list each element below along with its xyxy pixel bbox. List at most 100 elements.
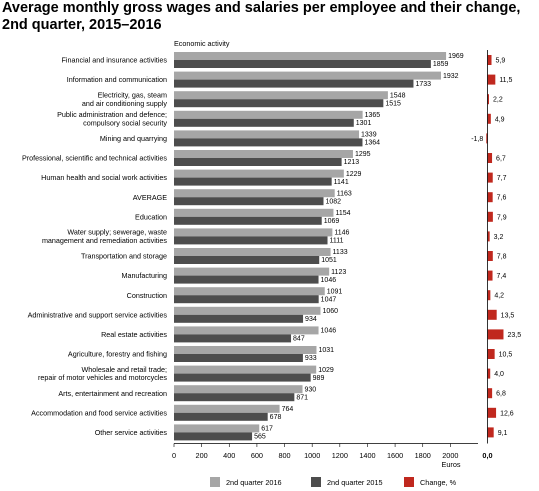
change-value-label: 23,5 bbox=[507, 332, 521, 339]
bar-2016 bbox=[174, 404, 280, 413]
category-label-line: Water supply; sewerage, waste bbox=[67, 228, 167, 237]
change-value-label: 11,5 bbox=[499, 77, 512, 84]
change-bar bbox=[487, 211, 493, 222]
euro-tick-label: 800 bbox=[278, 451, 290, 460]
value-label-2016: 1091 bbox=[327, 288, 343, 295]
change-value-label: 6,8 bbox=[496, 391, 506, 398]
bar-2015 bbox=[174, 314, 304, 323]
change-value-label: -1,8 bbox=[471, 136, 483, 143]
euro-tick-label: 1200 bbox=[332, 451, 348, 460]
category-label: Transportation and storage bbox=[81, 252, 167, 261]
change-value-label: 12,6 bbox=[500, 410, 514, 417]
bar-2016 bbox=[174, 169, 344, 178]
euro-tick-label: 1600 bbox=[387, 451, 403, 460]
value-label-2016: 1146 bbox=[334, 230, 349, 237]
change-bar bbox=[487, 113, 491, 124]
value-label-2015: 1051 bbox=[321, 257, 337, 264]
category-row: Water supply; sewerage, waste management … bbox=[42, 228, 504, 245]
change-bar bbox=[487, 74, 496, 85]
bar-2015 bbox=[174, 393, 295, 402]
change-value-label: 7,8 bbox=[497, 254, 507, 261]
value-label-2016: 617 bbox=[261, 426, 273, 433]
legend-swatch bbox=[404, 477, 414, 487]
bar-2015 bbox=[174, 354, 303, 362]
bar-2016 bbox=[174, 267, 330, 276]
value-label-2016: 1029 bbox=[318, 367, 334, 374]
change-bar bbox=[487, 309, 497, 320]
bar-2016 bbox=[174, 110, 363, 119]
category-label: Water supply; sewerage, waste management … bbox=[42, 228, 167, 245]
change-bar bbox=[487, 388, 493, 399]
bar-2015 bbox=[174, 295, 319, 304]
value-label-2016: 764 bbox=[282, 406, 294, 413]
legend-swatch bbox=[210, 477, 220, 487]
category-row: Public administration and defence; compul… bbox=[57, 110, 505, 127]
value-label-2015: 1141 bbox=[334, 179, 349, 186]
bar-2016 bbox=[174, 385, 303, 394]
value-label-2015: 871 bbox=[296, 394, 308, 401]
value-label-2015: 1515 bbox=[385, 100, 401, 107]
value-label-2015: 933 bbox=[305, 355, 317, 362]
value-label-2015: 1213 bbox=[344, 159, 360, 166]
value-label-2016: 1060 bbox=[322, 308, 338, 315]
euro-tick-label: 200 bbox=[196, 451, 208, 460]
category-label: Accommodation and food service activitie… bbox=[31, 408, 167, 417]
value-label-2016: 1365 bbox=[365, 112, 381, 119]
bar-2016 bbox=[174, 346, 317, 354]
category-row: Financial and insurance activities 196918… bbox=[62, 52, 505, 68]
category-row: Professional, scientific and technical a… bbox=[22, 150, 506, 166]
euro-tick-label: 1400 bbox=[359, 451, 375, 460]
euro-tick-label: 1800 bbox=[415, 451, 431, 460]
change-bar bbox=[487, 192, 493, 203]
change-value-label: 6,7 bbox=[496, 156, 506, 163]
bar-2015 bbox=[174, 138, 363, 147]
change-bar bbox=[487, 231, 490, 242]
value-label-2016: 1133 bbox=[333, 249, 348, 256]
category-row: Real estate activities 1046 847 23,5 bbox=[101, 326, 521, 343]
bar-2015 bbox=[174, 236, 328, 245]
change-value-label: 13,5 bbox=[501, 312, 515, 319]
change-bar bbox=[487, 329, 504, 340]
value-label-2016: 1969 bbox=[448, 53, 464, 60]
category-row: Wholesale and retail trade; repair of mot… bbox=[38, 365, 504, 382]
bar-2016 bbox=[174, 306, 321, 315]
category-label-line: Electricity, gas, steam bbox=[98, 90, 167, 99]
legend-swatch bbox=[311, 477, 321, 487]
change-bar bbox=[487, 251, 493, 261]
bar-2016 bbox=[174, 130, 360, 139]
bar-2015 bbox=[174, 256, 320, 264]
change-axis-tick: 0,0 bbox=[482, 451, 492, 460]
euro-axis-unit: Euros bbox=[441, 460, 460, 469]
value-label-2016: 930 bbox=[305, 386, 317, 393]
value-label-2015: 1082 bbox=[326, 198, 342, 205]
change-bar bbox=[487, 407, 497, 418]
value-label-2015: 847 bbox=[293, 336, 305, 343]
change-value-label: 4,0 bbox=[494, 371, 504, 378]
change-value-label: 7,6 bbox=[497, 195, 507, 202]
euro-axis-ticks: 0 200 400 600 800 1000 1200 1400 1600 1800 2000 bbox=[172, 443, 458, 460]
bar-2015 bbox=[174, 177, 332, 186]
bar-2015 bbox=[174, 158, 342, 166]
value-label-2016: 1163 bbox=[337, 190, 352, 197]
category-label-line: repair of motor vehicles and motorcycles bbox=[38, 373, 167, 382]
category-label-line: management and remediation activities bbox=[42, 236, 167, 245]
bar-2015 bbox=[174, 216, 322, 225]
value-label-2015: 1301 bbox=[356, 120, 372, 127]
category-label: Agriculture, forestry and fishing bbox=[68, 350, 167, 359]
category-label: Information and communication bbox=[67, 75, 167, 84]
category-label: Manufacturing bbox=[121, 271, 167, 280]
legend-label: Change, % bbox=[420, 478, 457, 487]
category-row: Administrative and support service activ… bbox=[28, 306, 515, 323]
chart-title: Average monthly gross wages and salaries… bbox=[2, 0, 521, 33]
change-bar bbox=[487, 172, 493, 183]
value-label-2016: 1339 bbox=[361, 132, 377, 139]
category-label: Human health and social work activities bbox=[41, 173, 167, 182]
bar-2016 bbox=[174, 208, 334, 217]
category-label-line: Wholesale and retail trade; bbox=[82, 365, 168, 374]
category-label: Construction bbox=[127, 291, 167, 300]
legend-label: 2nd quarter 2015 bbox=[327, 478, 383, 487]
